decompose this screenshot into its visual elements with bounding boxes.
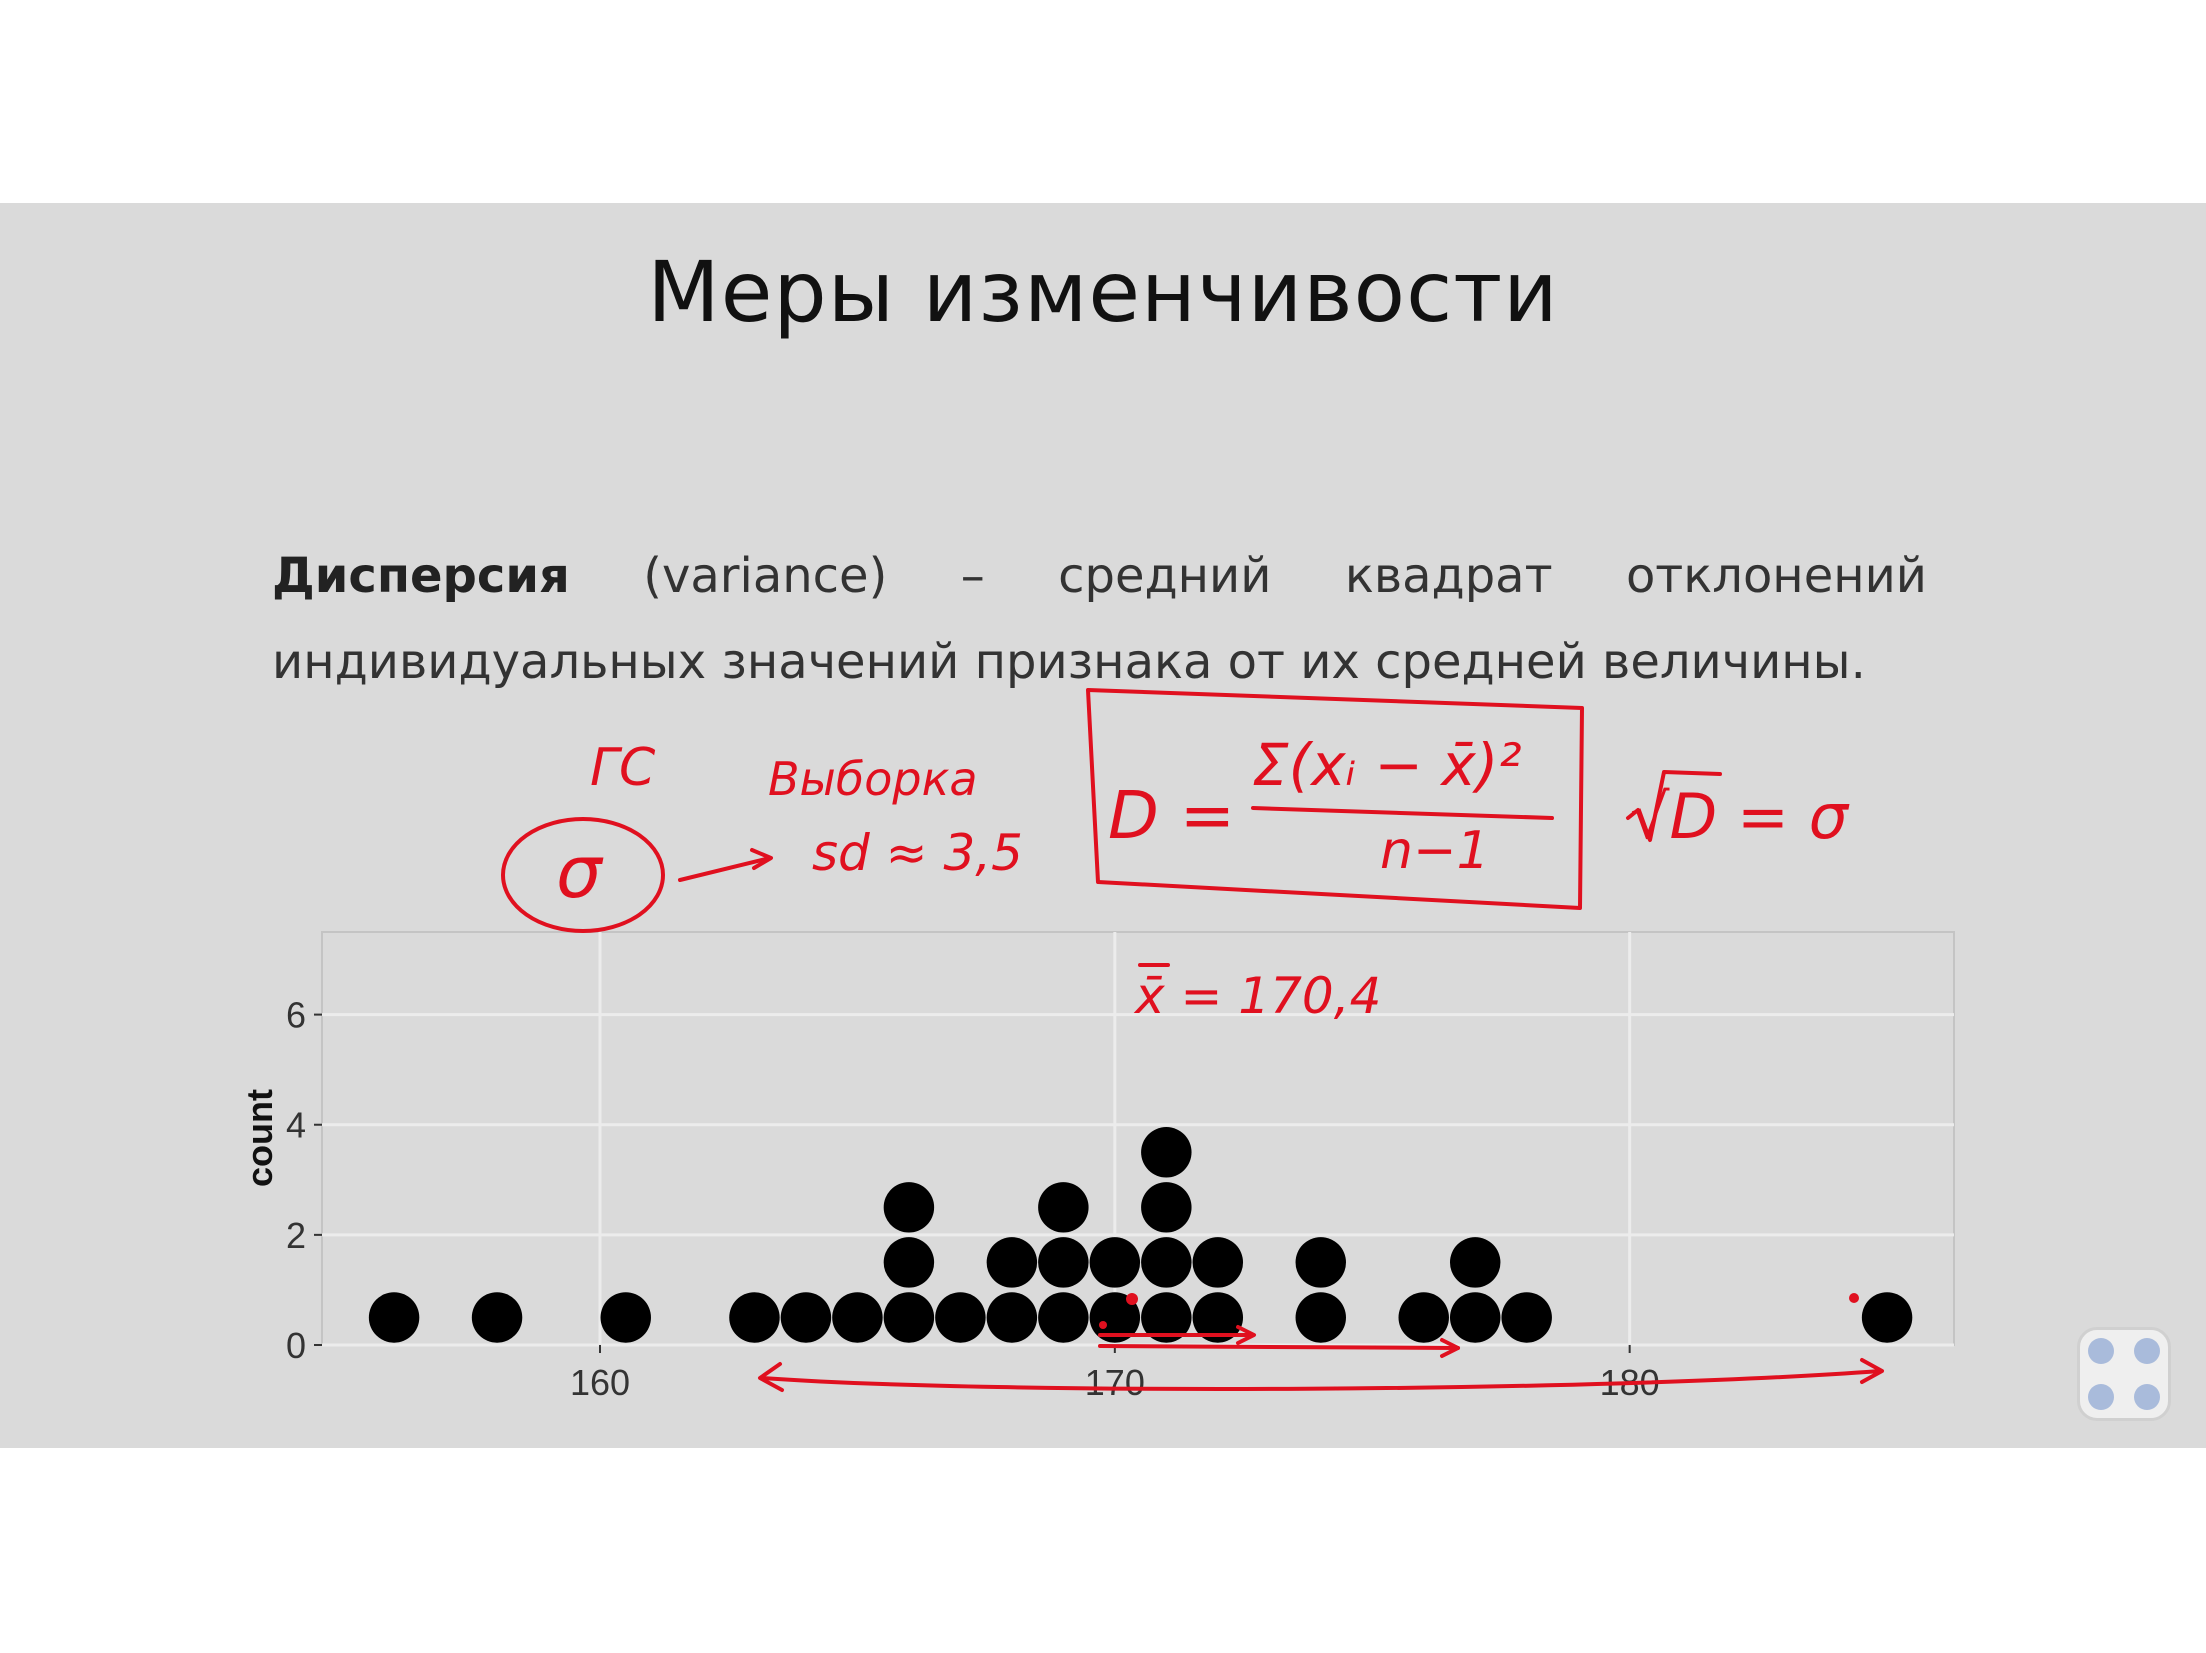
dot [883,1237,935,1288]
dot [600,1292,651,1343]
dot [1295,1237,1346,1288]
dot [986,1237,1038,1288]
dot [1501,1292,1552,1343]
gc-note: ГС [590,738,656,798]
x-tick-label: 160 [570,1362,630,1403]
dot [1141,1237,1192,1288]
dot [1089,1292,1141,1343]
dot [1192,1292,1244,1343]
dot [1141,1292,1192,1343]
fullscreen-dot [2134,1384,2160,1410]
formula-numerator: Σ(xᵢ − x̄)² [1252,731,1522,799]
y-tick-label: 4 [286,1105,306,1146]
dot [832,1292,883,1343]
formula-lhs: D = [1108,777,1235,854]
deviation-arrow-2 [1098,1344,1460,1350]
arrow-to-sample-head [750,848,773,870]
fraction-bar [1251,806,1554,820]
formula-box [1086,688,1584,910]
dot [1192,1237,1244,1288]
sigma-note: σ [556,830,604,914]
fullscreen-dot [2134,1338,2160,1364]
dot [471,1292,523,1343]
dot [1449,1292,1501,1343]
dot [883,1292,935,1343]
arrow-to-sample [678,856,772,882]
sample-label: Выборка [768,752,978,806]
dot [1038,1237,1089,1288]
definition-term: Дисперсия [272,548,570,604]
dot [986,1292,1038,1343]
dot [1295,1292,1346,1343]
dot [1141,1127,1192,1178]
formula-denominator: n−1 [1380,821,1490,881]
dot [729,1292,780,1343]
y-tick-label: 2 [286,1215,306,1256]
dot [780,1292,832,1343]
dot [1038,1182,1089,1233]
fullscreen-button[interactable] [2077,1327,2171,1421]
slide-title: Меры изменчивости [647,243,1559,341]
mean-marker-dot [1126,1293,1138,1305]
mean-note: x̄ = 170,4 [1133,967,1381,1025]
dot [1861,1292,1913,1343]
definition-body: (variance) – средний квадрат отклонений … [272,548,1927,690]
dot [368,1292,420,1343]
dot [1038,1292,1089,1343]
sqrt-formula: √D = σ [1630,780,1850,853]
range-arrow [760,1369,1882,1391]
dot [1089,1237,1141,1288]
fullscreen-dots-icon [2088,1338,2114,1364]
dot [1141,1182,1192,1233]
fullscreen-dot [2088,1384,2114,1410]
y-tick-label: 0 [286,1325,306,1366]
mean-tick-dot [1099,1321,1107,1329]
sigma-circle [501,817,665,933]
dot [1449,1237,1501,1288]
y-tick-label: 6 [286,995,306,1036]
x-tick-label: 170 [1085,1362,1145,1403]
sample-sd: sd ≈ 3,5 [812,824,1023,882]
definition-text: Дисперсия (variance) – средний квадрат о… [272,533,1927,705]
dot [935,1292,986,1343]
y-axis-title: count [239,1089,280,1187]
dot [1398,1292,1449,1343]
sqrt-sign [1626,770,1722,842]
plot-panel [321,931,1955,1346]
outlier-marker-dot [1849,1293,1859,1303]
dot [883,1182,935,1233]
